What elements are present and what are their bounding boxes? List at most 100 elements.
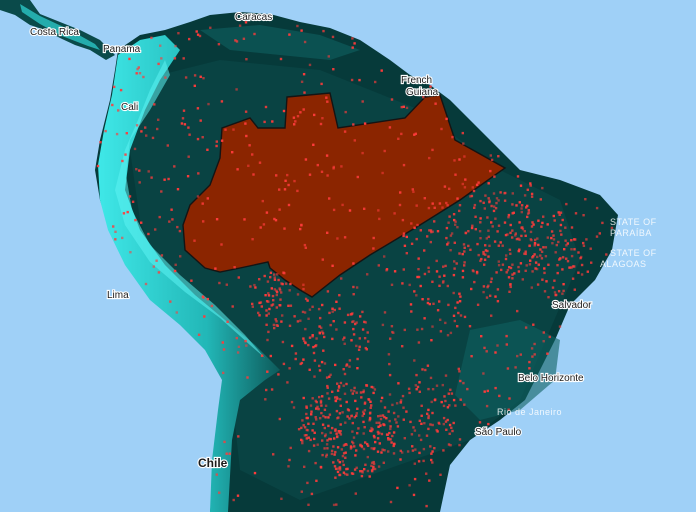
occurrence-point bbox=[173, 57, 177, 60]
occurrence-point bbox=[332, 208, 336, 212]
occurrence-point bbox=[389, 425, 392, 428]
occurrence-point bbox=[453, 267, 456, 270]
occurrence-point bbox=[574, 212, 578, 215]
occurrence-point bbox=[456, 301, 459, 304]
occurrence-point bbox=[380, 432, 384, 436]
occurrence-point bbox=[326, 392, 329, 395]
occurrence-point bbox=[443, 185, 447, 188]
occurrence-point bbox=[320, 326, 323, 329]
occurrence-point bbox=[511, 236, 514, 239]
occurrence-point bbox=[333, 308, 336, 312]
occurrence-point bbox=[265, 388, 268, 392]
occurrence-point bbox=[391, 434, 394, 438]
occurrence-point bbox=[561, 256, 565, 259]
occurrence-point bbox=[451, 135, 454, 139]
occurrence-point bbox=[280, 497, 283, 500]
occurrence-point bbox=[263, 120, 266, 124]
occurrence-point bbox=[507, 213, 511, 217]
occurrence-point bbox=[401, 218, 405, 222]
occurrence-point bbox=[553, 291, 557, 294]
occurrence-point bbox=[484, 249, 488, 252]
occurrence-point bbox=[544, 255, 548, 258]
occurrence-point bbox=[263, 274, 266, 278]
occurrence-point bbox=[516, 309, 519, 313]
occurrence-point bbox=[274, 219, 278, 222]
occurrence-point bbox=[290, 344, 294, 348]
occurrence-point bbox=[435, 270, 439, 273]
occurrence-point bbox=[336, 237, 339, 240]
occurrence-point bbox=[534, 261, 538, 264]
occurrence-point bbox=[271, 120, 274, 123]
occurrence-point bbox=[380, 451, 383, 454]
occurrence-point bbox=[359, 391, 363, 394]
occurrence-point bbox=[217, 43, 221, 46]
occurrence-point bbox=[388, 419, 391, 423]
occurrence-point bbox=[288, 367, 291, 370]
occurrence-point bbox=[494, 217, 497, 220]
occurrence-point bbox=[114, 230, 117, 233]
occurrence-point bbox=[198, 34, 202, 38]
occurrence-point bbox=[448, 432, 451, 435]
occurrence-point bbox=[355, 391, 358, 394]
occurrence-point bbox=[387, 437, 390, 440]
occurrence-point bbox=[496, 344, 499, 347]
occurrence-point bbox=[350, 78, 354, 82]
occurrence-point bbox=[501, 263, 505, 266]
occurrence-point bbox=[452, 273, 456, 277]
occurrence-point bbox=[461, 269, 465, 273]
occurrence-point bbox=[445, 428, 448, 431]
occurrence-point bbox=[104, 129, 107, 133]
occurrence-point bbox=[397, 137, 400, 140]
occurrence-point bbox=[190, 279, 193, 282]
occurrence-point bbox=[249, 285, 252, 288]
occurrence-point bbox=[431, 411, 434, 415]
occurrence-point bbox=[418, 419, 421, 422]
occurrence-point bbox=[334, 399, 338, 403]
occurrence-point bbox=[222, 371, 225, 375]
occurrence-point bbox=[164, 76, 167, 79]
occurrence-point bbox=[551, 242, 554, 245]
occurrence-point bbox=[339, 423, 342, 426]
occurrence-point bbox=[282, 109, 286, 113]
occurrence-point bbox=[506, 233, 509, 236]
occurrence-point bbox=[296, 115, 300, 118]
occurrence-point bbox=[526, 188, 529, 191]
occurrence-point bbox=[528, 360, 531, 364]
occurrence-point bbox=[428, 302, 431, 306]
occurrence-point bbox=[430, 452, 433, 455]
occurrence-point bbox=[566, 260, 570, 263]
occurrence-point bbox=[273, 278, 277, 281]
occurrence-point bbox=[328, 437, 331, 441]
occurrence-point bbox=[455, 262, 458, 265]
occurrence-point bbox=[304, 327, 307, 331]
occurrence-point bbox=[182, 109, 186, 112]
occurrence-point bbox=[408, 391, 411, 395]
occurrence-point bbox=[400, 105, 403, 109]
occurrence-point bbox=[325, 455, 328, 458]
occurrence-point bbox=[552, 234, 555, 237]
occurrence-point bbox=[388, 393, 392, 396]
occurrence-point bbox=[458, 370, 461, 373]
occurrence-point bbox=[366, 273, 369, 276]
occurrence-point bbox=[370, 426, 373, 430]
occurrence-point bbox=[292, 116, 296, 119]
occurrence-point bbox=[294, 352, 298, 355]
occurrence-point bbox=[195, 30, 198, 33]
occurrence-point bbox=[369, 411, 372, 414]
occurrence-point bbox=[328, 197, 331, 200]
occurrence-point bbox=[452, 291, 455, 295]
occurrence-point bbox=[511, 229, 514, 232]
occurrence-point bbox=[517, 249, 520, 253]
occurrence-point bbox=[332, 461, 335, 464]
occurrence-point bbox=[454, 173, 457, 176]
occurrence-point bbox=[524, 250, 527, 253]
occurrence-point bbox=[126, 210, 129, 214]
occurrence-point bbox=[426, 364, 430, 367]
occurrence-point bbox=[519, 262, 523, 265]
occurrence-point bbox=[335, 409, 339, 413]
occurrence-point bbox=[521, 226, 524, 229]
occurrence-point bbox=[410, 433, 414, 436]
occurrence-point bbox=[377, 415, 380, 418]
